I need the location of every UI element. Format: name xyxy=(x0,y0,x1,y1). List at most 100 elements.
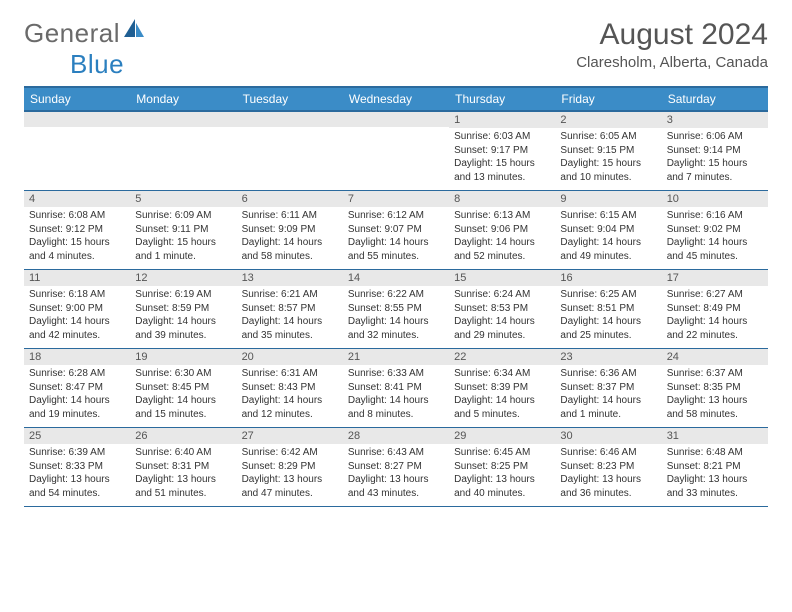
day-content: Sunrise: 6:05 AMSunset: 9:15 PMDaylight:… xyxy=(555,128,661,190)
calendar-cell: 5Sunrise: 6:09 AMSunset: 9:11 PMDaylight… xyxy=(130,191,236,270)
day-content: Sunrise: 6:30 AMSunset: 8:45 PMDaylight:… xyxy=(130,365,236,427)
day-number xyxy=(130,112,236,127)
sunset-text: Sunset: 8:37 PM xyxy=(560,381,656,395)
daylight-text: Daylight: 13 hours and 58 minutes. xyxy=(667,394,763,421)
sunrise-text: Sunrise: 6:25 AM xyxy=(560,288,656,302)
calendar-cell: 27Sunrise: 6:42 AMSunset: 8:29 PMDayligh… xyxy=(237,428,343,507)
calendar-head: Sunday Monday Tuesday Wednesday Thursday… xyxy=(24,87,768,111)
weekday-header: Tuesday xyxy=(237,87,343,111)
calendar-cell: 14Sunrise: 6:22 AMSunset: 8:55 PMDayligh… xyxy=(343,270,449,349)
sunrise-text: Sunrise: 6:39 AM xyxy=(29,446,125,460)
sunset-text: Sunset: 9:06 PM xyxy=(454,223,550,237)
sunrise-text: Sunrise: 6:13 AM xyxy=(454,209,550,223)
daylight-text: Daylight: 14 hours and 1 minute. xyxy=(560,394,656,421)
day-number: 23 xyxy=(555,349,661,365)
calendar-cell: 13Sunrise: 6:21 AMSunset: 8:57 PMDayligh… xyxy=(237,270,343,349)
sunset-text: Sunset: 9:17 PM xyxy=(454,144,550,158)
day-number xyxy=(24,112,130,127)
calendar-cell: 31Sunrise: 6:48 AMSunset: 8:21 PMDayligh… xyxy=(662,428,768,507)
sunset-text: Sunset: 8:45 PM xyxy=(135,381,231,395)
sunrise-text: Sunrise: 6:12 AM xyxy=(348,209,444,223)
day-content: Sunrise: 6:24 AMSunset: 8:53 PMDaylight:… xyxy=(449,286,555,348)
daylight-text: Daylight: 13 hours and 51 minutes. xyxy=(135,473,231,500)
sunset-text: Sunset: 8:59 PM xyxy=(135,302,231,316)
sunrise-text: Sunrise: 6:36 AM xyxy=(560,367,656,381)
sunrise-text: Sunrise: 6:21 AM xyxy=(242,288,338,302)
calendar-row: 4Sunrise: 6:08 AMSunset: 9:12 PMDaylight… xyxy=(24,191,768,270)
sunset-text: Sunset: 8:23 PM xyxy=(560,460,656,474)
day-number: 5 xyxy=(130,191,236,207)
calendar-cell: 23 Sunrise: 6:36 AMSunset: 8:37 PMDayligh… xyxy=(555,349,661,428)
daylight-text: Daylight: 13 hours and 54 minutes. xyxy=(29,473,125,500)
day-content: Sunrise: 6:08 AMSunset: 9:12 PMDaylight:… xyxy=(24,207,130,269)
daylight-text: Daylight: 14 hours and 5 minutes. xyxy=(454,394,550,421)
day-content: Sunrise: 6:03 AMSunset: 9:17 PMDaylight:… xyxy=(449,128,555,190)
sunset-text: Sunset: 8:41 PM xyxy=(348,381,444,395)
day-number: 12 xyxy=(130,270,236,286)
calendar-cell: 25Sunrise: 6:39 AMSunset: 8:33 PMDayligh… xyxy=(24,428,130,507)
daylight-text: Daylight: 14 hours and 25 minutes. xyxy=(560,315,656,342)
title-block: August 2024 Claresholm, Alberta, Canada xyxy=(576,18,768,71)
daylight-text: Daylight: 13 hours and 40 minutes. xyxy=(454,473,550,500)
daylight-text: Daylight: 14 hours and 32 minutes. xyxy=(348,315,444,342)
sunset-text: Sunset: 9:09 PM xyxy=(242,223,338,237)
day-number: 19 xyxy=(130,349,236,365)
sunset-text: Sunset: 8:33 PM xyxy=(29,460,125,474)
calendar-cell: 16Sunrise: 6:25 AMSunset: 8:51 PMDayligh… xyxy=(555,270,661,349)
day-number: 10 xyxy=(662,191,768,207)
day-number: 9 xyxy=(555,191,661,207)
sunset-text: Sunset: 8:27 PM xyxy=(348,460,444,474)
logo-text-general: General xyxy=(24,18,120,49)
calendar-cell: 29Sunrise: 6:45 AMSunset: 8:25 PMDayligh… xyxy=(449,428,555,507)
sunset-text: Sunset: 8:49 PM xyxy=(667,302,763,316)
sunrise-text: Sunrise: 6:34 AM xyxy=(454,367,550,381)
weekday-header: Monday xyxy=(130,87,236,111)
daylight-text: Daylight: 14 hours and 58 minutes. xyxy=(242,236,338,263)
day-content: Sunrise: 6:09 AMSunset: 9:11 PMDaylight:… xyxy=(130,207,236,269)
day-number: 29 xyxy=(449,428,555,444)
sunset-text: Sunset: 8:43 PM xyxy=(242,381,338,395)
day-number: 17 xyxy=(662,270,768,286)
calendar-cell: 17Sunrise: 6:27 AMSunset: 8:49 PMDayligh… xyxy=(662,270,768,349)
calendar-cell: 7Sunrise: 6:12 AMSunset: 9:07 PMDaylight… xyxy=(343,191,449,270)
calendar-row: 11Sunrise: 6:18 AMSunset: 9:00 PMDayligh… xyxy=(24,270,768,349)
calendar: Sunday Monday Tuesday Wednesday Thursday… xyxy=(24,86,768,507)
calendar-cell xyxy=(343,111,449,191)
sunrise-text: Sunrise: 6:33 AM xyxy=(348,367,444,381)
daylight-text: Daylight: 13 hours and 36 minutes. xyxy=(560,473,656,500)
day-content: Sunrise: 6:43 AMSunset: 8:27 PMDaylight:… xyxy=(343,444,449,506)
calendar-cell: 10Sunrise: 6:16 AMSunset: 9:02 PMDayligh… xyxy=(662,191,768,270)
sunrise-text: Sunrise: 6:42 AM xyxy=(242,446,338,460)
day-content xyxy=(237,127,343,189)
weekday-header: Friday xyxy=(555,87,661,111)
calendar-row: 1Sunrise: 6:03 AMSunset: 9:17 PMDaylight… xyxy=(24,111,768,191)
calendar-row: 25Sunrise: 6:39 AMSunset: 8:33 PMDayligh… xyxy=(24,428,768,507)
day-content: Sunrise: 6:37 AMSunset: 8:35 PMDaylight:… xyxy=(662,365,768,427)
logo-text-blue: Blue xyxy=(70,49,124,80)
day-content: Sunrise: 6:15 AMSunset: 9:04 PMDaylight:… xyxy=(555,207,661,269)
sunrise-text: Sunrise: 6:46 AM xyxy=(560,446,656,460)
sunrise-text: Sunrise: 6:08 AM xyxy=(29,209,125,223)
daylight-text: Daylight: 14 hours and 55 minutes. xyxy=(348,236,444,263)
daylight-text: Daylight: 15 hours and 13 minutes. xyxy=(454,157,550,184)
daylight-text: Daylight: 15 hours and 4 minutes. xyxy=(29,236,125,263)
day-number: 26 xyxy=(130,428,236,444)
daylight-text: Daylight: 13 hours and 43 minutes. xyxy=(348,473,444,500)
sunrise-text: Sunrise: 6:18 AM xyxy=(29,288,125,302)
calendar-cell xyxy=(130,111,236,191)
sunrise-text: Sunrise: 6:19 AM xyxy=(135,288,231,302)
sunrise-text: Sunrise: 6:43 AM xyxy=(348,446,444,460)
day-content xyxy=(24,127,130,189)
calendar-cell: 18Sunrise: 6:28 AMSunset: 8:47 PMDayligh… xyxy=(24,349,130,428)
calendar-cell: 26Sunrise: 6:40 AMSunset: 8:31 PMDayligh… xyxy=(130,428,236,507)
sunset-text: Sunset: 8:39 PM xyxy=(454,381,550,395)
day-content: Sunrise: 6:21 AMSunset: 8:57 PMDaylight:… xyxy=(237,286,343,348)
sunset-text: Sunset: 8:35 PM xyxy=(667,381,763,395)
weekday-header: Thursday xyxy=(449,87,555,111)
day-number: 20 xyxy=(237,349,343,365)
daylight-text: Daylight: 15 hours and 7 minutes. xyxy=(667,157,763,184)
sunrise-text: Sunrise: 6:15 AM xyxy=(560,209,656,223)
day-content: Sunrise: 6:48 AMSunset: 8:21 PMDaylight:… xyxy=(662,444,768,506)
daylight-text: Daylight: 14 hours and 12 minutes. xyxy=(242,394,338,421)
daylight-text: Daylight: 14 hours and 42 minutes. xyxy=(29,315,125,342)
